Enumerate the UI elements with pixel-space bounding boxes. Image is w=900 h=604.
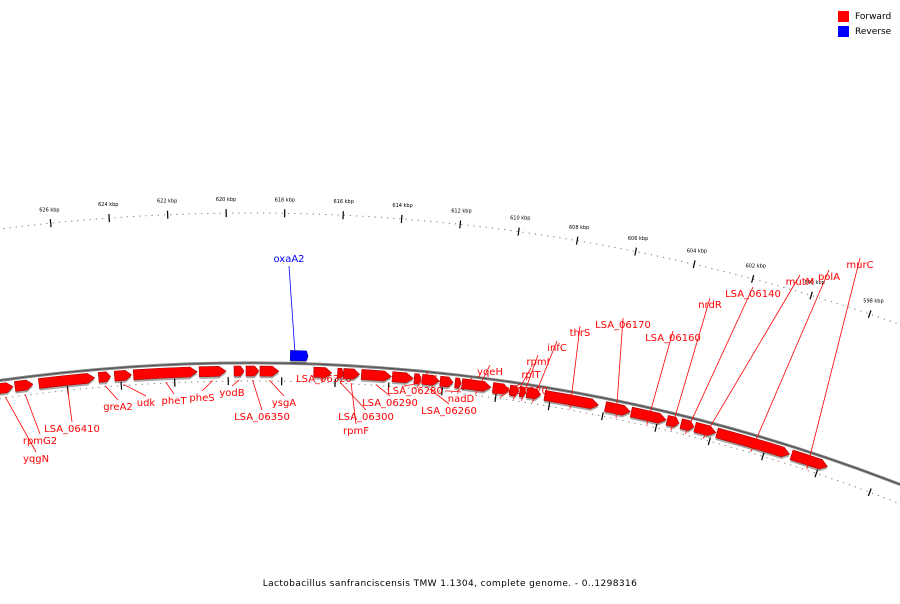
scale-tick-label: 626 kbp (39, 207, 59, 213)
gene-label: murC (846, 260, 873, 271)
forward-swatch (838, 11, 849, 22)
gene-thrs: thrS (544, 326, 599, 411)
gene-label: oxaA2 (273, 254, 304, 265)
scale-tick (810, 292, 812, 300)
gene-label: LSA_06300 (338, 412, 394, 423)
gene-label: rpmF (343, 426, 369, 437)
scale-tick-label: 606 kbp (628, 236, 648, 242)
gene-label: nrdR (698, 300, 722, 311)
gene-label: thrS (570, 328, 591, 339)
gene-lsa-06140: LSA_06140 (680, 287, 781, 434)
gene-label: polA (818, 272, 840, 283)
scale-tick (635, 248, 637, 256)
inner-scale-tick (868, 488, 871, 496)
gene-label: LSA_06410 (44, 424, 100, 435)
gene-label: LSA_06160 (645, 333, 701, 344)
scale-tick-label: 616 kbp (334, 199, 354, 205)
scale-tick-label: 598 kbp (863, 299, 883, 305)
scale-tick-label: 610 kbp (510, 216, 530, 222)
scale-tick (868, 310, 871, 318)
gene-lsa-06410: LSA_06410 (38, 373, 100, 435)
gene-leader-line (807, 258, 860, 469)
gene-label: yqgN (23, 454, 49, 465)
gene-label: LSA_06280 (387, 386, 443, 397)
gene-label: nadD (448, 394, 475, 405)
gene-label: pheT (162, 396, 188, 407)
gene-ysga: ysgA (260, 366, 296, 409)
gene-arrow (361, 369, 391, 381)
legend: Forward Reverse (838, 9, 891, 39)
scale-tick (576, 237, 577, 245)
scale-tick-label: 622 kbp (157, 199, 177, 205)
scale-tick-label: 618 kbp (275, 197, 295, 203)
scale-tick-label: 608 kbp (569, 225, 589, 231)
scale-tick (518, 228, 519, 236)
inner-scale-tick (121, 382, 122, 390)
gene-leader-line (289, 266, 295, 351)
scale-tick-label: 602 kbp (746, 263, 766, 269)
gene-label: LSA_06350 (234, 412, 290, 423)
legend-forward: Forward (838, 9, 891, 24)
gene-arrow (14, 380, 33, 391)
gene-label: rplT (521, 370, 541, 381)
reverse-swatch (838, 26, 849, 37)
scale-tick (401, 215, 402, 223)
gene-label: pheS (189, 393, 214, 404)
gene-leader-line (105, 386, 118, 400)
gene-label: rpmG2 (23, 436, 57, 447)
inner-scale-tick (815, 470, 818, 478)
scale-track-outer (0, 213, 900, 362)
scale-tick-label: 604 kbp (687, 249, 707, 255)
inner-scale-tick (762, 453, 764, 461)
scale-tick (752, 275, 754, 283)
inner-scale-tick (602, 412, 604, 420)
gene-arrow (461, 379, 490, 392)
gene-label: LSA_06290 (362, 398, 418, 409)
gene-label: yodB (219, 388, 244, 399)
gene-leader-line (124, 384, 146, 396)
inner-scale-tick (548, 402, 549, 410)
legend-reverse: Reverse (838, 24, 891, 39)
gene-leader-line (68, 389, 72, 422)
gene-label: infC (547, 343, 567, 354)
legend-forward-label: Forward (855, 12, 891, 22)
gene-label: greA2 (103, 402, 133, 413)
scale-tick-label: 624 kbp (98, 202, 118, 208)
gene-murc: murC (790, 258, 874, 471)
map-caption: Lactobacillus sanfranciscensis TMW 1.130… (0, 579, 900, 589)
gene-label: LSA_06260 (421, 406, 477, 417)
scale-tick-label: 612 kbp (451, 208, 471, 214)
scale-tick-label: 614 kbp (392, 203, 412, 209)
gene-rpmg2: rpmG2 (14, 380, 57, 447)
legend-reverse-label: Reverse (855, 27, 891, 37)
gene-leader-line (671, 298, 710, 430)
gene-oxaa2: oxaA2 (273, 254, 308, 363)
gene-label: mutM (786, 277, 815, 288)
scale-tick (109, 214, 110, 222)
scale-tick-label: 620 kbp (216, 197, 236, 203)
gene-label: LSA_06140 (725, 289, 781, 300)
gene-label: udk (137, 398, 156, 409)
inner-scale-tick (708, 437, 710, 445)
gene-leader-line (252, 380, 262, 410)
gene-label: rpmI (526, 357, 549, 368)
gene-leader-line (166, 382, 174, 394)
gene-label: LSA_06170 (595, 320, 651, 331)
scale-tick (50, 219, 51, 227)
gene-arrow (0, 383, 13, 395)
inner-scale-tick (655, 424, 657, 432)
scale-tick (460, 220, 461, 228)
gene-label: yqeH (477, 367, 503, 378)
gene-label: ysgA (272, 398, 296, 409)
gene-nrdr: nrdR (666, 298, 722, 430)
gene-arrow (290, 350, 308, 360)
gene-leader-line (25, 394, 40, 434)
